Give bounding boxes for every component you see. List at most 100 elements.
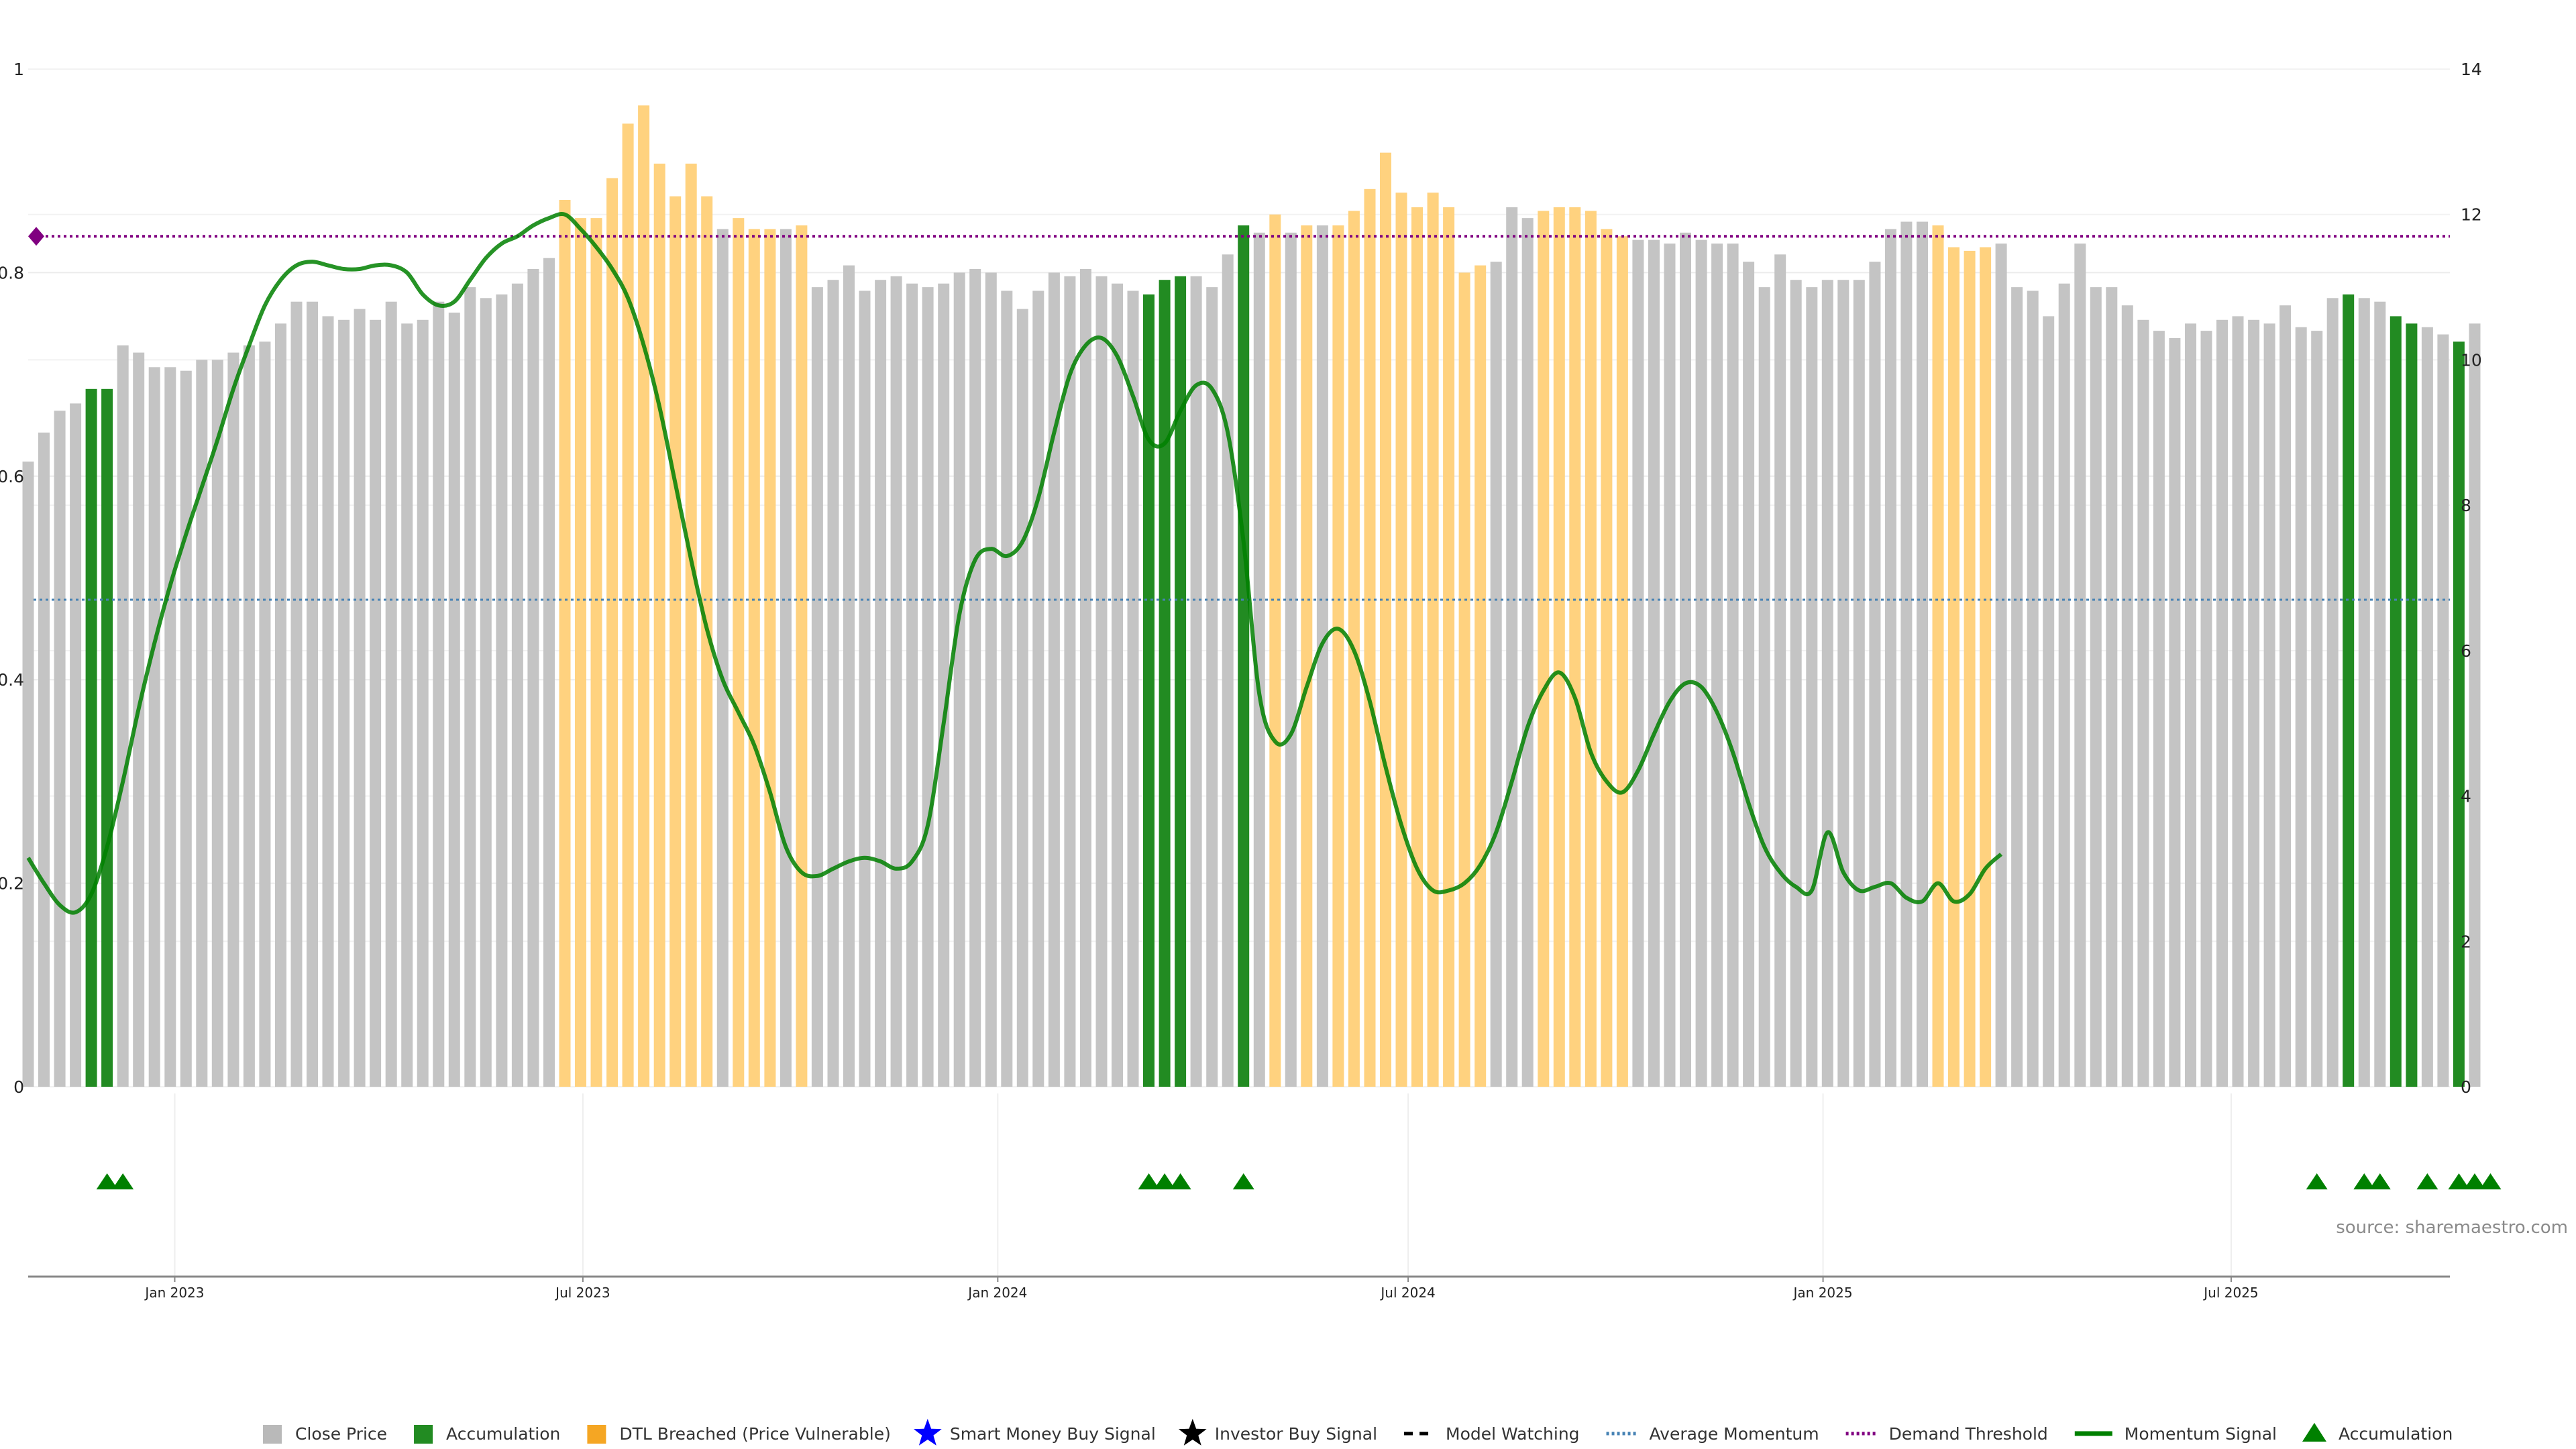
- price-bar-orange: [1948, 247, 1960, 1087]
- price-bar-orange: [1980, 247, 1992, 1087]
- price-bar-gray: [2090, 287, 2102, 1087]
- price-bar-gray: [2421, 327, 2433, 1087]
- price-bar-gray: [290, 301, 303, 1087]
- price-bar-gray: [1774, 254, 1786, 1087]
- price-bar-gray: [1112, 283, 1123, 1087]
- price-bar-gray: [527, 269, 539, 1087]
- price-bar-gray: [2216, 319, 2228, 1087]
- price-bar-gray: [890, 276, 902, 1087]
- price-bar-gray: [322, 316, 334, 1087]
- left-tick-label: 0: [13, 1077, 24, 1097]
- price-bar-green: [2406, 323, 2418, 1087]
- demand-threshold-marker: [28, 227, 44, 246]
- price-bar-green: [2343, 294, 2355, 1087]
- legend-label: Average Momentum: [1650, 1424, 1819, 1444]
- legend-square-icon: [414, 1425, 433, 1444]
- right-tick-label: 8: [2461, 496, 2471, 515]
- accumulation-marker: [2369, 1173, 2391, 1189]
- price-bar-gray: [2326, 298, 2339, 1087]
- price-bar-gray: [780, 229, 792, 1087]
- right-tick-label: 0: [2461, 1077, 2471, 1097]
- price-bar-orange: [764, 229, 776, 1087]
- price-bar-gray: [2043, 316, 2055, 1087]
- right-tick-label: 2: [2461, 932, 2471, 951]
- price-bar-gray: [2437, 334, 2449, 1087]
- price-bar-gray: [1521, 218, 1534, 1087]
- price-bar-green: [1143, 294, 1155, 1087]
- accumulation-marker: [2306, 1173, 2328, 1189]
- legend-label: DTL Breached (Price Vulnerable): [619, 1424, 890, 1444]
- price-bar-gray: [196, 360, 208, 1087]
- accumulation-marker: [2448, 1173, 2470, 1189]
- price-bar-gray: [1048, 272, 1060, 1087]
- price-bar-gray: [1837, 280, 1849, 1087]
- price-bar-gray: [2232, 316, 2244, 1087]
- price-bar-gray: [148, 367, 160, 1087]
- price-bar-gray: [2248, 319, 2260, 1087]
- price-bar-gray: [953, 272, 965, 1087]
- legend-item: DTL Breached (Price Vulnerable): [587, 1424, 891, 1444]
- price-bar-orange: [1269, 214, 1281, 1087]
- price-bar-green: [1238, 225, 1250, 1087]
- price-bars: [22, 105, 2481, 1087]
- price-bar-gray: [1743, 262, 1755, 1087]
- price-bar-gray: [1316, 225, 1328, 1087]
- price-bar-gray: [275, 323, 286, 1087]
- price-bar-gray: [2311, 331, 2323, 1087]
- price-bar-gray: [1190, 276, 1202, 1087]
- legend-triangle-icon: [2302, 1423, 2326, 1442]
- legend-item: Investor Buy Signal: [1178, 1419, 1377, 1446]
- price-bar-orange: [559, 200, 571, 1087]
- price-bar-gray: [2358, 298, 2370, 1087]
- price-bar-gray: [433, 301, 445, 1087]
- price-bar-orange: [685, 163, 697, 1087]
- price-bar-gray: [1206, 287, 1218, 1087]
- price-bar-orange: [748, 229, 760, 1087]
- accumulation-marker: [1154, 1173, 1176, 1189]
- price-bar-orange: [701, 196, 713, 1087]
- price-bar-gray: [180, 370, 192, 1087]
- price-bar-gray: [1758, 287, 1770, 1087]
- price-bar-gray: [1917, 221, 1928, 1087]
- price-bar-gray: [338, 319, 350, 1087]
- accumulation-marker: [2479, 1173, 2502, 1189]
- price-bar-orange: [1395, 193, 1407, 1087]
- price-bar-gray: [2374, 301, 2386, 1087]
- left-tick-label: 0.8: [0, 263, 24, 282]
- price-bar-gray: [875, 280, 887, 1087]
- accumulation-marker: [112, 1173, 134, 1189]
- price-bar-gray: [1079, 269, 1091, 1087]
- price-bar-gray: [1001, 290, 1013, 1087]
- price-bar-gray: [307, 301, 318, 1087]
- right-tick-label: 14: [2461, 60, 2482, 79]
- price-bar-orange: [1427, 193, 1439, 1087]
- price-bar-gray: [716, 229, 729, 1087]
- accumulation-marker: [1232, 1173, 1254, 1189]
- right-tick-label: 6: [2461, 641, 2471, 661]
- price-bar-orange: [622, 123, 634, 1087]
- left-tick-label: 0.6: [0, 467, 24, 486]
- legend: Close Price Accumulation DTL Breached (Pri…: [263, 1419, 2453, 1446]
- price-bar-gray: [1648, 239, 1660, 1087]
- price-bar-gray: [1222, 254, 1234, 1087]
- left-tick-label: 1: [13, 60, 24, 79]
- price-bar-gray: [22, 462, 34, 1087]
- price-bar-gray: [2200, 331, 2212, 1087]
- price-bar-gray: [401, 323, 413, 1087]
- accumulation-markers: [96, 1173, 2502, 1189]
- price-bar-gray: [1695, 239, 1707, 1087]
- price-bar-orange: [1601, 229, 1613, 1087]
- price-bar-orange: [590, 218, 602, 1087]
- legend-item: Smart Money Buy Signal: [913, 1419, 1156, 1446]
- price-bar-gray: [1853, 280, 1865, 1087]
- price-bar-orange: [1332, 225, 1344, 1087]
- price-bar-orange: [606, 178, 619, 1087]
- price-bar-green: [85, 388, 97, 1087]
- right-tick-label: 4: [2461, 787, 2471, 806]
- price-bar-orange: [669, 196, 682, 1087]
- price-bar-gray: [1253, 232, 1265, 1087]
- legend-label: Smart Money Buy Signal: [950, 1424, 1156, 1444]
- price-bar-gray: [1900, 221, 1913, 1087]
- momentum-signal-series: [26, 212, 2003, 915]
